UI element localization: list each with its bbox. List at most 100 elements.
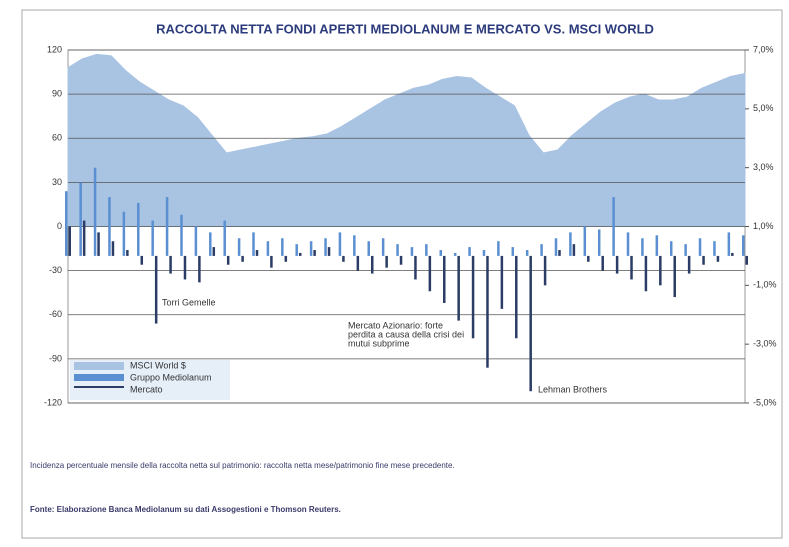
bar bbox=[587, 255, 590, 262]
bar bbox=[630, 255, 633, 280]
bar bbox=[727, 232, 731, 256]
legend-label: Gruppo Mediolanum bbox=[130, 372, 212, 382]
chart-title: RACCOLTA NETTA FONDI APERTI MEDIOLANUM E… bbox=[156, 21, 654, 36]
y-tick-label: 60 bbox=[52, 133, 62, 143]
bar bbox=[425, 244, 428, 256]
y2-tick-label: -1,0% bbox=[753, 280, 777, 290]
bar bbox=[742, 235, 745, 256]
bar bbox=[108, 197, 111, 256]
bar bbox=[194, 226, 198, 256]
bar bbox=[443, 255, 446, 303]
bar bbox=[511, 247, 515, 256]
bar bbox=[601, 255, 604, 271]
bar bbox=[500, 255, 504, 309]
y-tick-label: -120 bbox=[44, 397, 62, 407]
bar bbox=[151, 220, 154, 256]
note: Incidenza percentuale mensile della racc… bbox=[30, 461, 455, 470]
bar bbox=[367, 241, 370, 256]
bar bbox=[396, 244, 399, 256]
bar bbox=[497, 241, 500, 256]
bar bbox=[226, 255, 230, 265]
bar bbox=[270, 255, 273, 268]
bar bbox=[68, 226, 71, 256]
bar bbox=[223, 220, 226, 256]
bar bbox=[468, 247, 471, 256]
bar bbox=[266, 241, 270, 256]
bar bbox=[525, 250, 529, 256]
bar bbox=[137, 202, 140, 256]
y-tick-label: -30 bbox=[49, 265, 62, 275]
bar bbox=[327, 247, 331, 256]
bar bbox=[313, 250, 316, 256]
bar bbox=[295, 244, 298, 256]
y2-tick-label: -5,0% bbox=[753, 397, 777, 407]
bar bbox=[79, 182, 82, 256]
bar bbox=[97, 232, 100, 256]
area bbox=[67, 53, 746, 227]
bar bbox=[281, 238, 284, 256]
legend-label: Mercato bbox=[130, 384, 163, 394]
bar bbox=[572, 244, 576, 256]
y2-tick-label: 7,0% bbox=[753, 44, 774, 54]
bar bbox=[583, 226, 587, 256]
bar bbox=[338, 232, 342, 256]
bar bbox=[252, 232, 255, 256]
bar bbox=[471, 255, 475, 339]
bar bbox=[687, 255, 691, 274]
bar bbox=[702, 255, 705, 265]
y-tick-label: 0 bbox=[57, 221, 62, 231]
bar bbox=[198, 255, 201, 283]
bar bbox=[342, 255, 345, 262]
bar bbox=[673, 255, 676, 298]
bar bbox=[457, 255, 460, 321]
bar bbox=[414, 255, 417, 280]
bar bbox=[698, 238, 702, 256]
annotation: Lehman Brothers bbox=[538, 384, 608, 394]
y-tick-label: -60 bbox=[49, 309, 62, 319]
bar bbox=[569, 232, 572, 256]
bar bbox=[212, 247, 216, 256]
bar bbox=[324, 238, 327, 256]
bar bbox=[399, 255, 403, 265]
bar bbox=[669, 241, 673, 256]
bar bbox=[428, 255, 432, 292]
bar bbox=[615, 255, 619, 274]
y-tick-label: 90 bbox=[52, 89, 62, 99]
bar bbox=[597, 229, 601, 256]
legend-label: MSCI World $ bbox=[130, 360, 186, 370]
y2-tick-label: -3,0% bbox=[753, 339, 777, 349]
bar bbox=[540, 244, 543, 256]
y2-tick-label: 1,0% bbox=[753, 221, 774, 231]
bar bbox=[237, 238, 241, 256]
bar bbox=[612, 197, 615, 256]
bar bbox=[126, 250, 129, 256]
y-tick-label: 120 bbox=[47, 44, 62, 54]
bar bbox=[410, 247, 414, 256]
bar bbox=[298, 252, 302, 256]
bar bbox=[515, 255, 518, 339]
bar bbox=[122, 211, 126, 256]
y-tick-label: 30 bbox=[52, 177, 62, 187]
annotation: Torri Gemelle bbox=[162, 297, 216, 307]
bar bbox=[255, 250, 259, 256]
bar bbox=[644, 255, 648, 292]
bar bbox=[716, 255, 720, 262]
bar bbox=[745, 255, 748, 265]
bar bbox=[65, 191, 68, 256]
legend-swatch bbox=[74, 374, 124, 381]
bar bbox=[169, 255, 172, 274]
legend-swatch bbox=[74, 386, 124, 388]
bar bbox=[370, 255, 374, 274]
bar bbox=[111, 241, 115, 256]
bar bbox=[180, 214, 183, 256]
bar bbox=[626, 232, 630, 256]
bar bbox=[453, 252, 457, 256]
bar bbox=[356, 255, 360, 271]
bar bbox=[385, 255, 388, 268]
annotation: Mercato Azionario: forte bbox=[348, 320, 443, 330]
bar bbox=[486, 255, 489, 368]
note: Fonte: Elaborazione Banca Mediolanum su … bbox=[30, 505, 341, 514]
bar bbox=[659, 255, 662, 286]
